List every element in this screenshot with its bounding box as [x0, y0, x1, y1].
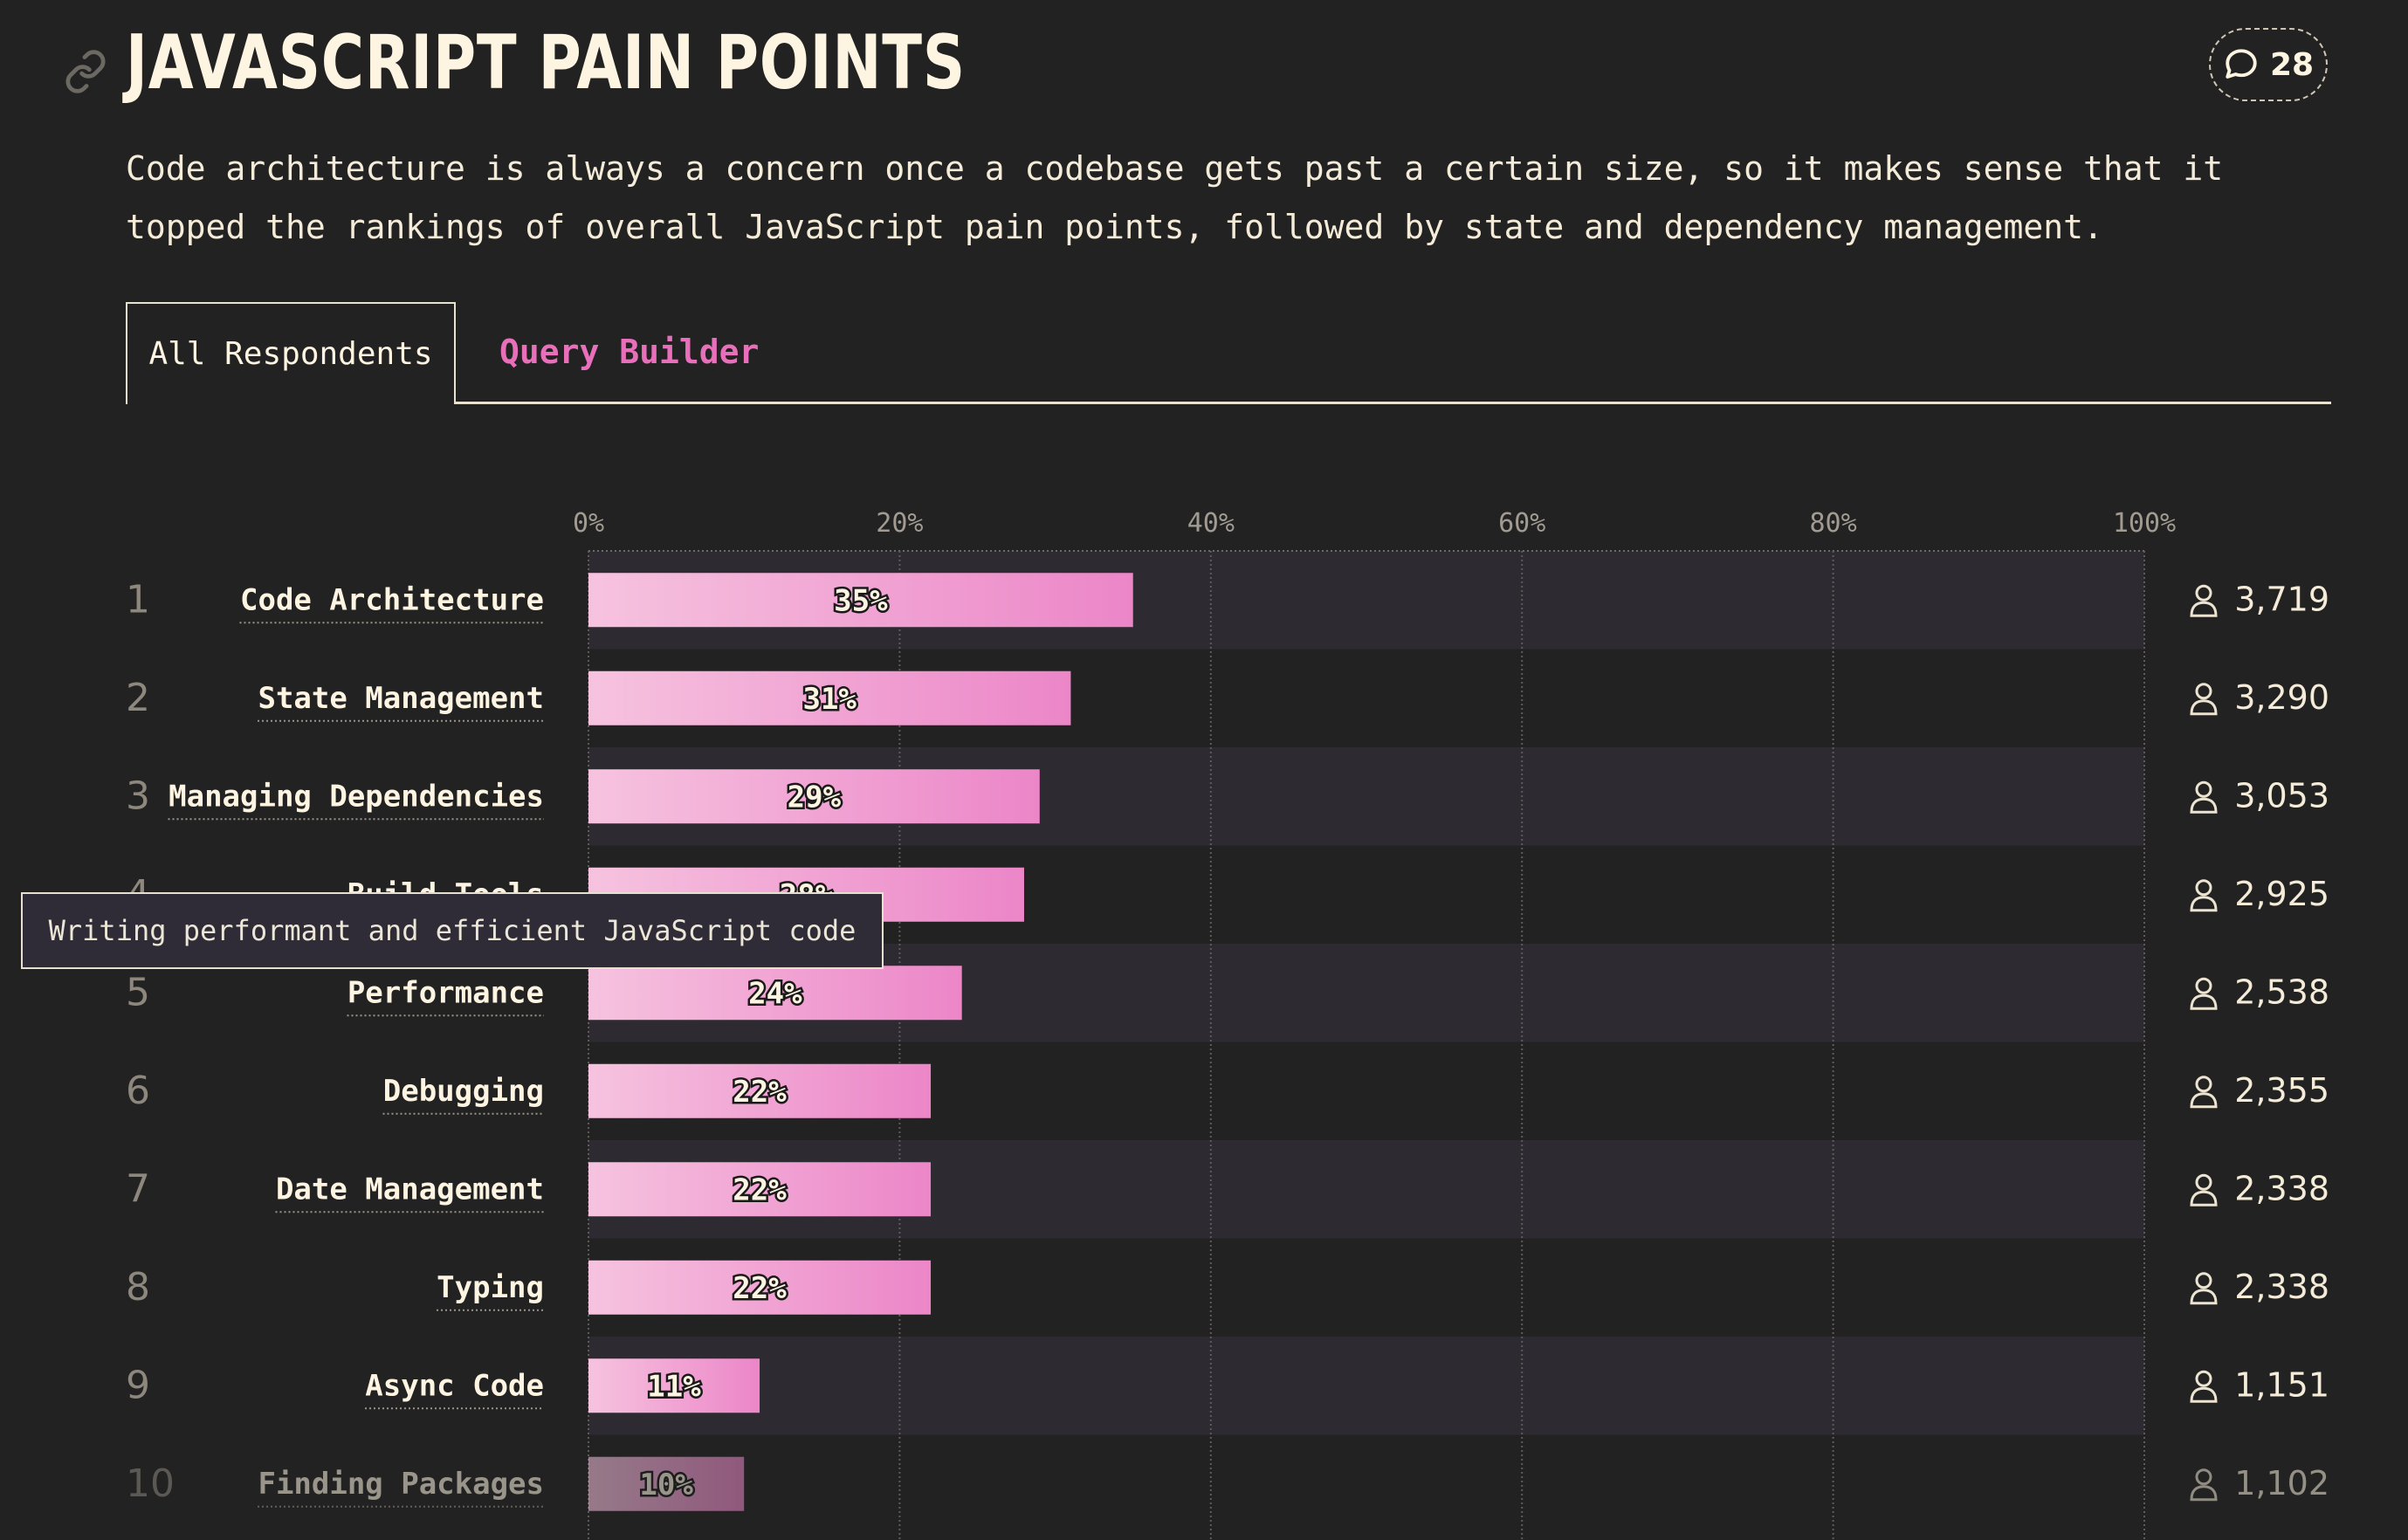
respondent-count: 3,719 — [2234, 580, 2329, 618]
rank-label: 9 — [126, 1363, 150, 1407]
user-icon — [2190, 977, 2218, 1010]
respondent-count: 1,151 — [2234, 1365, 2329, 1404]
bar-value-label: 24% — [748, 976, 802, 1011]
bar-value-label: 22% — [733, 1271, 787, 1306]
respondent-count: 1,102 — [2234, 1464, 2329, 1502]
bar[interactable] — [588, 1162, 932, 1217]
bar-row[interactable]: 5 Performance 24% 2,538 — [126, 966, 2329, 1021]
respondent-count: 2,338 — [2234, 1268, 2329, 1306]
tab-all-respondents[interactable]: All Respondents — [126, 302, 456, 404]
bar-value-label: 10% — [639, 1468, 693, 1502]
user-icon — [2190, 1076, 2218, 1109]
bar-value-label: 29% — [788, 780, 842, 815]
bar[interactable] — [588, 670, 1071, 725]
x-tick-label: 20% — [876, 508, 923, 539]
link-icon[interactable] — [63, 49, 108, 94]
bar-row[interactable]: 7 Date Management 22% 2,338 — [126, 1162, 2329, 1217]
x-tick-label: 100% — [2113, 508, 2176, 539]
comment-icon — [2226, 49, 2257, 79]
rank-label: 1 — [126, 577, 150, 622]
user-icon — [2190, 1370, 2218, 1403]
rank-label: 8 — [126, 1265, 150, 1310]
row-band — [588, 1337, 2144, 1435]
bar[interactable] — [588, 1063, 932, 1118]
tab-query-builder[interactable]: Query Builder — [499, 333, 760, 371]
bar[interactable] — [588, 966, 962, 1021]
bar[interactable] — [588, 769, 1040, 824]
bar-row[interactable]: 6 Debugging 22% 2,355 — [126, 1063, 2329, 1118]
respondent-count: 2,925 — [2234, 875, 2329, 913]
respondent-count: 2,355 — [2234, 1071, 2329, 1110]
category-label[interactable]: Finding Packages — [258, 1467, 544, 1502]
x-tick-label: 40% — [1187, 508, 1235, 539]
user-icon — [2190, 584, 2218, 617]
category-label[interactable]: Async Code — [365, 1368, 544, 1403]
tooltip: Writing performant and efficient JavaScr… — [21, 892, 884, 969]
rank-label: 5 — [126, 970, 150, 1014]
rank-label: 2 — [126, 676, 150, 720]
bar-value-label: 22% — [733, 1172, 787, 1207]
rank-label: 3 — [126, 773, 150, 818]
x-tick-label: 80% — [1810, 508, 1857, 539]
x-tick-label: 60% — [1498, 508, 1545, 539]
bar-row[interactable]: 1 Code Architecture 35% 3,719 — [126, 573, 2329, 628]
page-title: JAVASCRIPT PAIN POINTS — [126, 19, 966, 107]
bar-value-label: 35% — [834, 583, 888, 618]
respondent-count: 3,290 — [2234, 678, 2329, 717]
bar[interactable] — [588, 1358, 760, 1413]
rank-label: 7 — [126, 1166, 150, 1211]
bar-row[interactable]: 8 Typing 22% 2,338 — [126, 1260, 2329, 1315]
bar-row[interactable]: 3 Managing Dependencies 29% 3,053 — [126, 769, 2329, 824]
bar[interactable] — [588, 1260, 932, 1315]
bar[interactable] — [588, 1456, 745, 1511]
bar-row[interactable]: 2 State Management 31% 3,290 — [126, 670, 2329, 725]
bar-value-label: 31% — [802, 682, 857, 717]
respondent-count: 2,338 — [2234, 1169, 2329, 1207]
bar-value-label: 22% — [733, 1075, 787, 1110]
user-icon — [2190, 1272, 2218, 1305]
comment-count: 28 — [2269, 46, 2315, 83]
bar-row[interactable]: 10 Finding Packages 10% 1,102 — [126, 1456, 2329, 1511]
respondent-count: 3,053 — [2234, 776, 2329, 815]
tab-bar: All Respondents Query Builder — [126, 302, 2331, 404]
user-icon — [2190, 879, 2218, 912]
respondent-count: 2,538 — [2234, 973, 2329, 1011]
bar[interactable] — [588, 573, 1133, 628]
intro-text: Code architecture is always a concern on… — [126, 149, 2224, 246]
bar-value-label: 11% — [647, 1369, 701, 1404]
bar-row[interactable]: 9 Async Code 11% 1,151 — [126, 1358, 2329, 1413]
comments-button[interactable]: 28 — [2209, 28, 2328, 101]
category-label[interactable]: Typing — [437, 1270, 544, 1305]
user-icon — [2190, 1173, 2218, 1207]
rank-label: 6 — [126, 1069, 150, 1113]
user-icon — [2190, 1468, 2218, 1502]
rank-label: 10 — [126, 1461, 175, 1506]
category-label[interactable]: Debugging — [383, 1074, 544, 1109]
category-label[interactable]: Performance — [347, 975, 544, 1010]
category-label[interactable]: Date Management — [276, 1172, 544, 1207]
x-tick-label: 0% — [573, 508, 604, 539]
category-label[interactable]: Code Architecture — [240, 582, 544, 617]
user-icon — [2190, 780, 2218, 814]
user-icon — [2190, 683, 2218, 716]
category-label[interactable]: Managing Dependencies — [169, 779, 544, 814]
category-label[interactable]: State Management — [258, 681, 544, 716]
